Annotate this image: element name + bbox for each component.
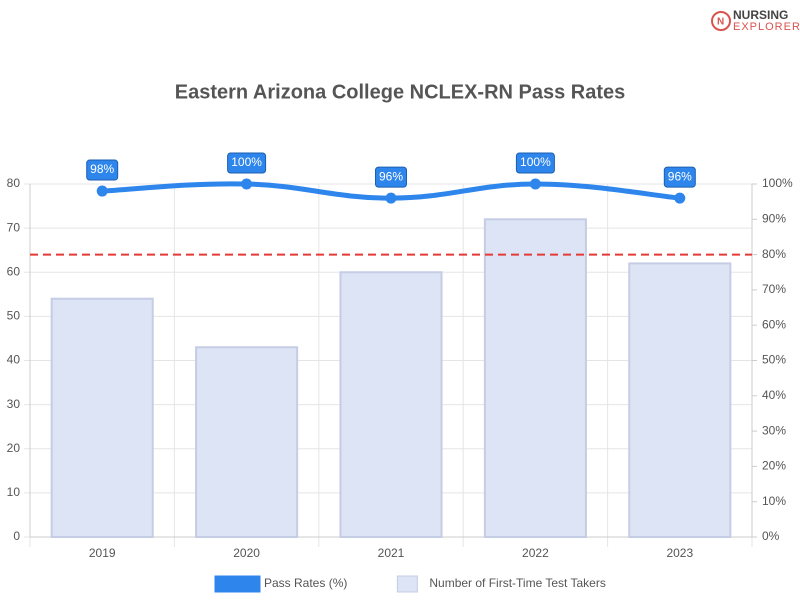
logo-icon-letter: N <box>717 17 724 28</box>
y2-tick-label: 0% <box>762 529 780 543</box>
value-label: 100% <box>231 155 262 169</box>
value-label-box <box>227 152 267 174</box>
y-tick-label: 0 <box>13 529 20 543</box>
value-label-box <box>86 159 119 181</box>
x-tick-label: 2020 <box>233 546 260 560</box>
y2-tick-label: 60% <box>762 317 786 331</box>
bar <box>195 346 299 539</box>
y-tick-label: 70 <box>7 220 21 234</box>
y-tick-label: 50 <box>7 309 21 323</box>
bar <box>483 218 587 539</box>
bar <box>50 297 154 538</box>
y-tick-label: 30 <box>7 397 21 411</box>
logo-text: NURSING <box>733 8 788 22</box>
value-label: 98% <box>90 162 114 176</box>
value-label: 96% <box>379 169 403 183</box>
point <box>674 192 686 204</box>
y-tick-label: 20 <box>7 441 21 455</box>
y2-tick-label: 70% <box>762 282 786 296</box>
x-tick-label: 2019 <box>89 546 116 560</box>
point <box>241 178 253 190</box>
y2-tick-label: 80% <box>762 247 786 261</box>
point <box>385 192 397 204</box>
y2-tick-label: 20% <box>762 459 786 473</box>
y2-tick-label: 10% <box>762 494 786 508</box>
y-tick-label: 40 <box>7 353 21 367</box>
legend-label: Pass Rates (%) <box>264 576 347 590</box>
legend-swatch <box>396 575 418 593</box>
point <box>529 178 541 190</box>
value-label-box <box>663 166 696 188</box>
bar <box>339 271 443 538</box>
y2-tick-label: 90% <box>762 211 786 225</box>
chart-title: Eastern Arizona College NCLEX-RN Pass Ra… <box>175 81 626 103</box>
logo: N NURSING EXPLORER <box>711 8 800 33</box>
y2-tick-label: 50% <box>762 353 786 367</box>
value-label-box <box>515 152 555 174</box>
legend-label: Number of First-Time Test Takers <box>429 576 605 590</box>
value-label: 100% <box>520 155 551 169</box>
y2-tick-label: 40% <box>762 388 786 402</box>
bar <box>628 262 732 538</box>
legend-swatch <box>214 575 261 593</box>
y2-tick-label: 100% <box>762 176 793 190</box>
y-tick-label: 60 <box>7 264 21 278</box>
x-tick-label: 2023 <box>666 546 693 560</box>
x-tick-label: 2022 <box>522 546 549 560</box>
logo-text: EXPLORER <box>733 21 800 33</box>
value-label-box <box>375 166 407 188</box>
y-tick-label: 80 <box>7 176 21 190</box>
logo-icon <box>711 11 731 31</box>
x-tick-label: 2021 <box>378 546 405 560</box>
y-tick-label: 10 <box>7 485 21 499</box>
point <box>96 185 108 197</box>
y2-tick-label: 30% <box>762 423 786 437</box>
value-label: 96% <box>668 169 692 183</box>
